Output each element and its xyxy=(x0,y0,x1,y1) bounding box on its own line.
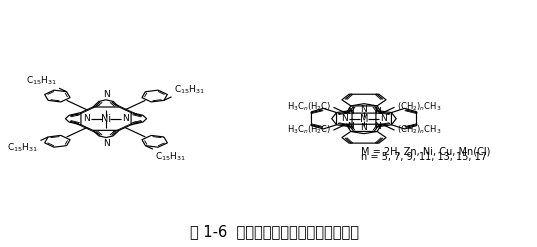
Text: N: N xyxy=(103,90,110,99)
Text: C$_{15}$H$_{31}$: C$_{15}$H$_{31}$ xyxy=(26,75,57,87)
Text: N: N xyxy=(374,107,381,116)
Text: (CH$_2$)$_n$CH$_3$: (CH$_2$)$_n$CH$_3$ xyxy=(397,124,441,136)
Text: N: N xyxy=(84,114,90,123)
Text: Ni: Ni xyxy=(101,114,111,124)
Text: M: M xyxy=(360,114,368,124)
Text: C$_{15}$H$_{31}$: C$_{15}$H$_{31}$ xyxy=(173,83,205,96)
Text: N: N xyxy=(374,122,381,131)
Text: H$_3$C$_n$(H$_2$C): H$_3$C$_n$(H$_2$C) xyxy=(287,101,331,113)
Text: 图 1-6  烷基取代卟啉衍生物化学结构式: 图 1-6 烷基取代卟啉衍生物化学结构式 xyxy=(190,224,359,239)
Text: C$_{15}$H$_{31}$: C$_{15}$H$_{31}$ xyxy=(8,142,38,154)
Text: N: N xyxy=(361,105,367,114)
Text: N: N xyxy=(361,123,367,132)
Text: N: N xyxy=(342,114,349,123)
Text: n = 5, 7, 9, 11, 13, 15, 17: n = 5, 7, 9, 11, 13, 15, 17 xyxy=(361,152,487,162)
Text: N: N xyxy=(347,107,354,116)
Text: C$_{15}$H$_{31}$: C$_{15}$H$_{31}$ xyxy=(155,150,186,163)
Text: N: N xyxy=(347,122,354,131)
Text: N: N xyxy=(122,114,128,123)
Text: M = 2H, Zn, Ni, Cu, Mn(Cl): M = 2H, Zn, Ni, Cu, Mn(Cl) xyxy=(361,146,490,156)
Text: H$_3$C$_n$(H$_2$C): H$_3$C$_n$(H$_2$C) xyxy=(287,124,331,136)
Text: N: N xyxy=(103,139,110,148)
Text: N: N xyxy=(380,114,387,123)
Text: (CH$_2$)$_n$CH$_3$: (CH$_2$)$_n$CH$_3$ xyxy=(397,101,441,113)
